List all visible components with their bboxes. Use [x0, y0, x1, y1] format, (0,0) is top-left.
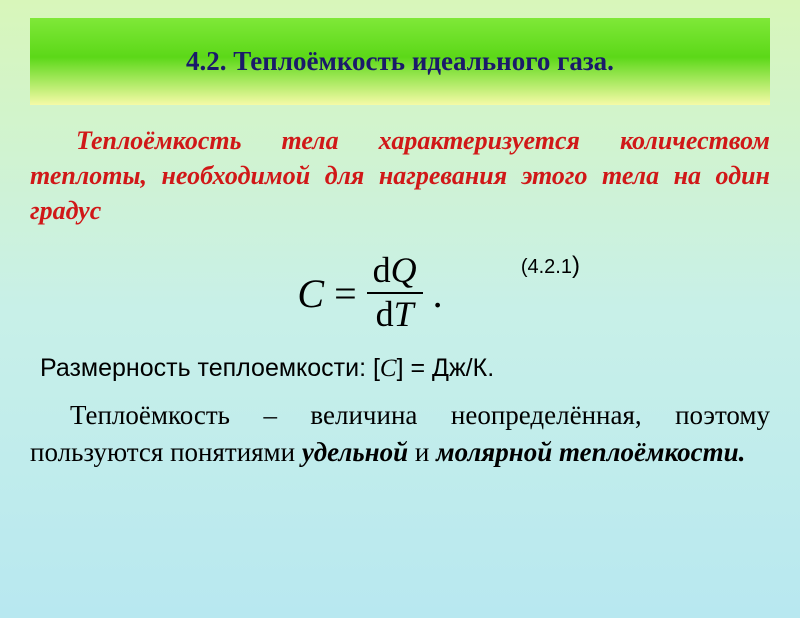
definition-text: Теплоёмкость тела характеризуется количе… [30, 123, 770, 228]
para-part2: и [408, 437, 436, 467]
equation-number: (4.2.1) [521, 252, 580, 280]
denominator: dT [370, 296, 420, 334]
equals-sign: = [334, 270, 357, 317]
body-paragraph: Теплоёмкость – величина неопределённая, … [30, 397, 770, 470]
eqnum-suffix: ) [572, 252, 580, 279]
section-header: 4.2. Теплоёмкость идеального газа. [30, 18, 770, 105]
slide-content: Теплоёмкость тела характеризуется количе… [0, 105, 800, 470]
heat-capacity-formula: C = dQ dT . [297, 252, 442, 334]
formula-period: . [433, 270, 443, 317]
d-operator: d [376, 294, 394, 334]
para-bold1: удельной [302, 437, 408, 467]
section-title: 4.2. Теплоёмкость идеального газа. [50, 46, 750, 77]
eqnum-prefix: (4.2.1 [521, 256, 572, 278]
dim-symbol: C [380, 355, 397, 382]
definition-body: Теплоёмкость тела характеризуется количе… [30, 126, 770, 225]
var-Q: Q [391, 250, 417, 290]
formula-fraction: dQ dT [367, 252, 423, 334]
dim-prefix: Размерность теплоемкости: [ [40, 354, 380, 382]
dimension-line: Размерность теплоемкости: [C] = Дж/К. [40, 354, 770, 383]
formula-lhs: C [297, 270, 324, 317]
dim-suffix: ] = Дж/К. [397, 354, 495, 382]
para-bold2: молярной теплоёмкости. [436, 437, 745, 467]
var-T: T [394, 294, 414, 334]
formula-block: C = dQ dT . (4.2.1) [30, 238, 770, 348]
numerator: dQ [367, 252, 423, 290]
d-operator: d [373, 250, 391, 290]
